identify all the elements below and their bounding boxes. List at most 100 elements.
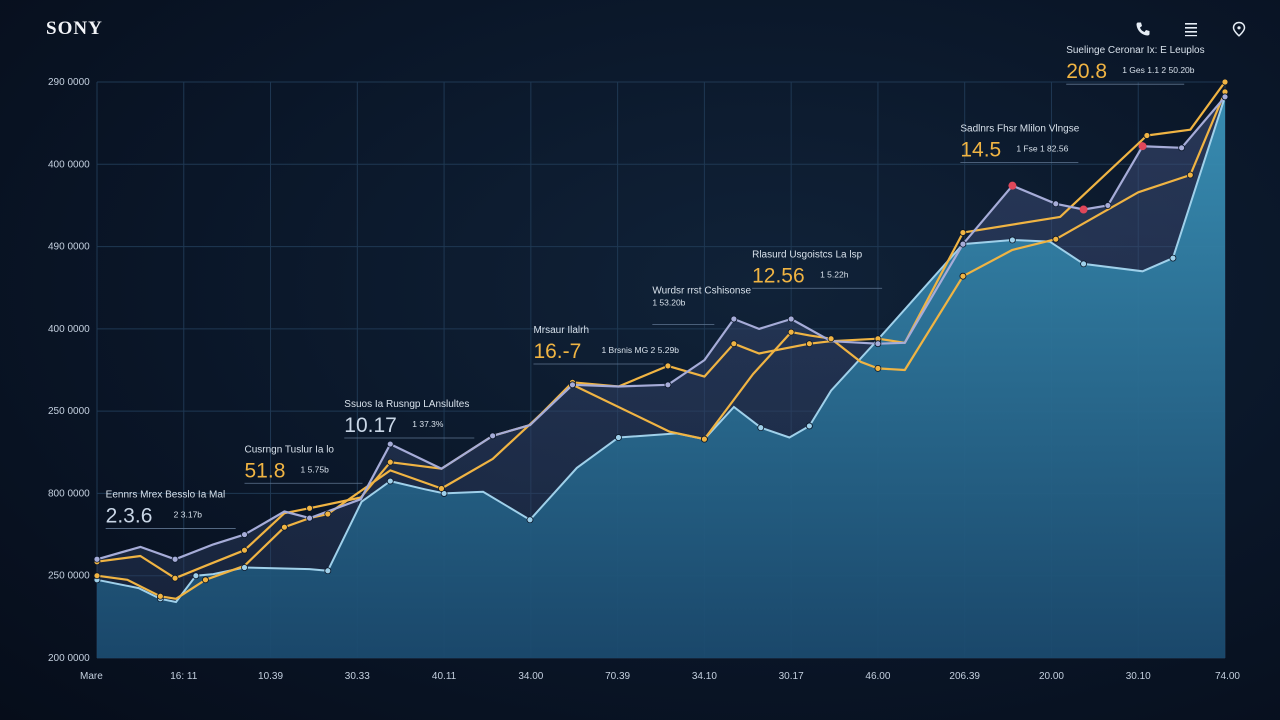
annotation-value: 51.8: [245, 459, 286, 482]
data-point: [324, 567, 332, 575]
data-point: [171, 555, 179, 563]
data-point: [1186, 171, 1194, 179]
data-point: [93, 555, 101, 563]
data-point: [959, 240, 967, 248]
area-fill: [97, 96, 1225, 659]
data-point: [241, 564, 248, 571]
x-tick-label: 16: 11: [170, 671, 197, 682]
x-tick-label: 34.10: [692, 671, 717, 682]
data-point: [664, 362, 672, 370]
data-point: [700, 435, 708, 443]
y-tick-label: 200 0000: [48, 653, 90, 664]
data-point: [730, 315, 738, 323]
phone-icon[interactable]: [1132, 18, 1154, 40]
data-point: [241, 531, 248, 538]
data-point: [569, 381, 576, 389]
data-point: [202, 576, 209, 584]
data-point: [787, 328, 795, 336]
data-point: [1009, 236, 1016, 244]
annotation: Mrsaur Ilalrh 16.-7 1 Brsnis MG 2 5.29b: [533, 325, 679, 365]
menu-icon[interactable]: [1180, 18, 1202, 40]
annotation-sub: 1 Fse 1 82.56: [1016, 143, 1068, 153]
annotation-value: 12.56: [752, 264, 805, 287]
annotation-sub: 1 Ges 1.1 2 50.20b: [1122, 65, 1195, 75]
highlight-point: [1079, 205, 1088, 214]
annotation-title: Sadlnrs Fhsr Mlilon Vlngse: [960, 123, 1079, 134]
data-point: [171, 574, 179, 582]
data-point: [805, 422, 813, 430]
data-point: [1178, 144, 1186, 152]
annotation-value: 14.5: [960, 138, 1001, 161]
data-point: [757, 424, 765, 432]
annotation-title: Rlasurd Usgoistcs La lsp: [752, 249, 862, 260]
y-tick-label: 250 0000: [48, 571, 90, 582]
x-axis: Mare 16: 11 10.39 30.33 40.11 34.00 70.39 34.10…: [80, 671, 1240, 682]
data-point: [805, 340, 813, 348]
y-tick-label: 400 0000: [48, 324, 90, 335]
data-point: [874, 364, 882, 372]
data-point: [615, 434, 622, 441]
x-tick-label: 70.39: [605, 671, 630, 682]
series-line-0: [96, 91, 1227, 600]
data-point: [787, 315, 795, 323]
annotation-value: 2.3.6: [106, 505, 153, 528]
x-tick-label: 74.00: [1215, 671, 1240, 682]
data-point: [438, 485, 445, 492]
y-tick-label: 490 0000: [48, 242, 90, 253]
data-point: [306, 504, 313, 512]
annotation: Rlasurd Usgoistcs La lsp 12.56 1 5.22h: [752, 249, 883, 289]
annotation: Sadlnrs Fhsr Mlilon Vlngse 14.5 1 Fse 1 82…: [960, 123, 1080, 163]
annotation-value: 10.17: [344, 414, 397, 437]
x-tick-label: 10.39: [258, 671, 283, 682]
x-tick-label: Mare: [80, 671, 103, 682]
y-tick-label: 290 0000: [48, 77, 90, 88]
data-point: [281, 523, 288, 531]
annotation-title: Wurdsr rrst Cshisonse: [652, 285, 751, 296]
data-point: [489, 432, 497, 440]
y-tick-label: 250 0000: [48, 406, 90, 417]
data-point: [241, 546, 248, 554]
annotations: Eennrs Mrex Besslo Ia Mal 2.3.6 2 3.17b Cus…: [105, 45, 1205, 529]
x-tick-label: 206.39: [949, 671, 980, 682]
annotation-sub: 1 37.3%: [412, 419, 444, 429]
annotation: Ssuos Ia Rusngp LAnslultes 10.17 1 37.3%: [344, 399, 475, 439]
annotation-sub: 1 5.75b: [301, 464, 330, 474]
data-point: [386, 458, 394, 466]
highlight-point: [1138, 142, 1147, 151]
annotation: Cusrngn Tuslur Ia lo 51.8 1 5.75b: [244, 444, 363, 484]
data-point: [1143, 132, 1151, 139]
annotation-sub: 1 Brsnis MG 2 5.29b: [601, 345, 679, 355]
annotation: Eennrs Mrex Besslo Ia Mal 2.3.6 2 3.17b: [105, 490, 236, 529]
data-point: [1104, 202, 1112, 209]
y-tick-label: 800 0000: [48, 488, 90, 499]
data-point: [192, 572, 200, 580]
line-series: [96, 81, 1227, 600]
location-pin-icon[interactable]: [1228, 18, 1250, 40]
data-point: [386, 440, 394, 448]
annotation-sub: 1 53.20b: [652, 297, 685, 307]
x-tick-label: 46.00: [865, 671, 890, 682]
data-point: [664, 381, 672, 389]
data-point: [1221, 93, 1229, 101]
series-line-2: [96, 96, 1226, 561]
x-tick-label: 20.00: [1039, 671, 1064, 682]
markers: [93, 78, 1229, 603]
annotation-title: Cusrngn Tuslur Ia lo: [245, 444, 335, 455]
data-point: [526, 516, 534, 524]
x-tick-label: 34.00: [518, 671, 543, 682]
data-point: [156, 592, 164, 600]
data-point: [874, 340, 882, 348]
annotation-sub: 2 3.17b: [174, 510, 203, 520]
annotation-sub: 1 5.22h: [820, 269, 849, 279]
x-tick-label: 30.17: [779, 671, 804, 682]
data-point: [1080, 260, 1087, 268]
data-point: [1052, 235, 1060, 243]
data-point: [1221, 78, 1229, 86]
y-axis: 290 0000 400 0000 490 0000 400 0000 250 0000…: [48, 77, 90, 664]
annotation-value: 16.-7: [533, 340, 581, 363]
data-point: [1169, 254, 1177, 262]
x-tick-label: 30.10: [1126, 671, 1151, 682]
brand-logo: SONY: [46, 18, 103, 39]
